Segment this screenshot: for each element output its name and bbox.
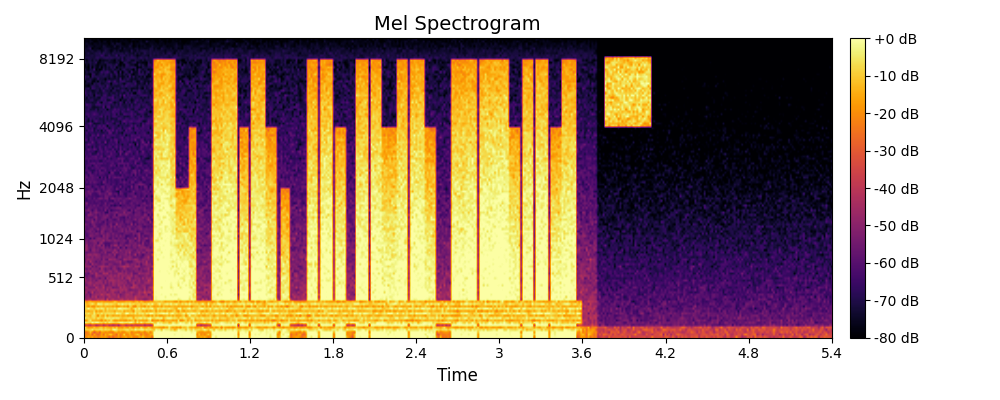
Title: Mel Spectrogram: Mel Spectrogram <box>374 15 541 34</box>
X-axis label: Time: Time <box>437 367 478 385</box>
Y-axis label: Hz: Hz <box>15 178 33 199</box>
